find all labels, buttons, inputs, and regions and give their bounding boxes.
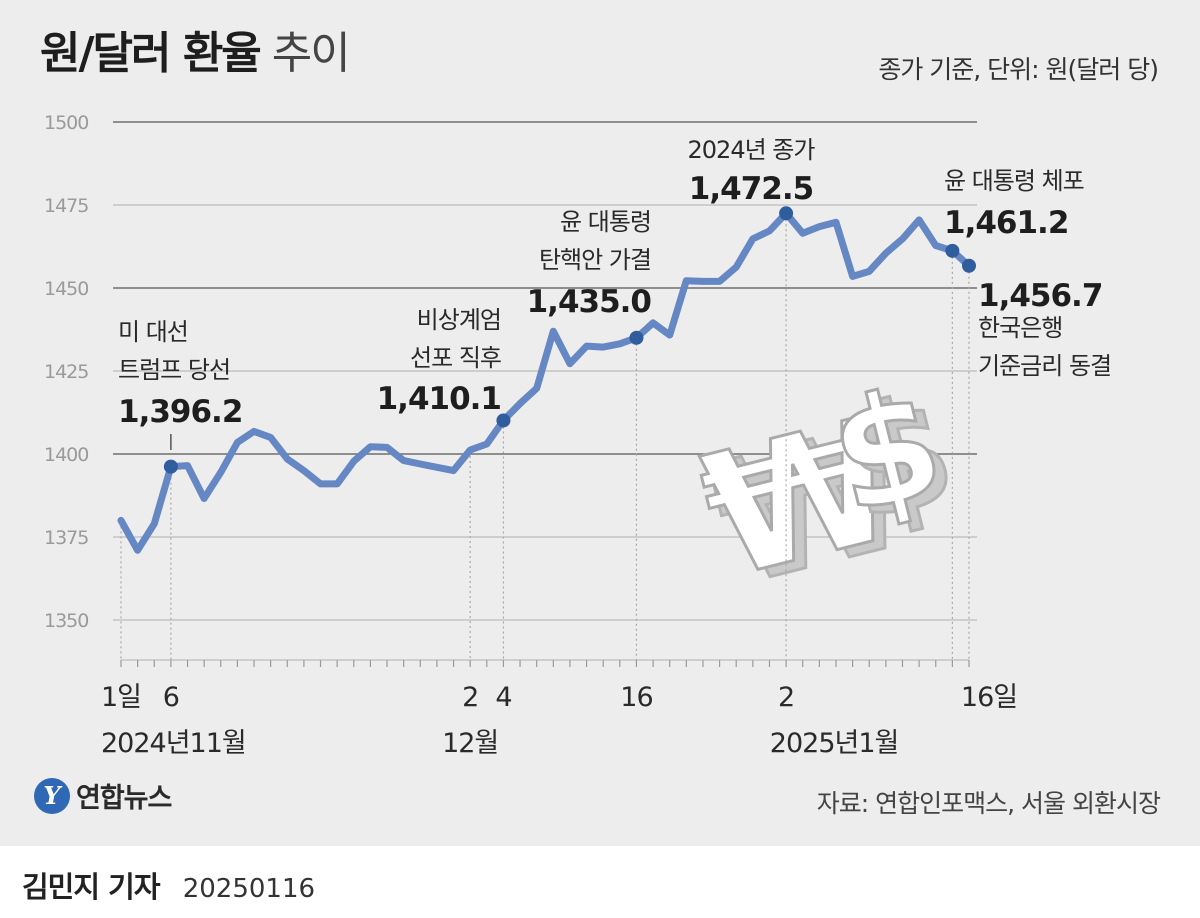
x-tick-label-3: 6 bbox=[163, 682, 179, 713]
annotation-label-3: 트럼프 당선 bbox=[118, 356, 230, 384]
byline-author: 김민지 기자 bbox=[22, 870, 160, 904]
annotation-label-31: 탄핵안 가결 bbox=[539, 246, 651, 274]
chart-card bbox=[0, 0, 1200, 846]
exchange-rate-chart: 1500 1475 1450 1425 1400 1375 1350 ₩₩$$ 미 대선트럼프 … bbox=[44, 112, 1112, 759]
x-tick-label-51: 16일 bbox=[961, 682, 1017, 713]
annotation-value-23: 1,410.1 bbox=[377, 381, 501, 417]
annotation-label-23: 비상계엄 bbox=[417, 306, 501, 334]
byline: 김민지 기자 20250116 bbox=[22, 864, 315, 906]
month-label-21: 12월 bbox=[442, 728, 498, 759]
data-point-marker-51 bbox=[962, 258, 976, 273]
y-tick-label-1475: 1475 bbox=[44, 195, 88, 217]
yonhap-logo-icon: Y bbox=[34, 777, 70, 814]
data-point-marker-31 bbox=[629, 330, 644, 345]
month-label-0: 2024년11월 bbox=[101, 728, 246, 759]
data-point-marker-50 bbox=[945, 243, 960, 258]
yonhap-logo: Y 연합뉴스 bbox=[34, 776, 172, 815]
month-label-40: 2025년1월 bbox=[770, 728, 899, 759]
title-light: 추이 bbox=[271, 28, 351, 79]
x-tick-label-0: 1일 bbox=[101, 682, 141, 713]
annotation-value-40: 1,472.5 bbox=[689, 171, 813, 207]
x-tick-label-40: 2 bbox=[778, 682, 794, 713]
y-tick-label-1400: 1400 bbox=[44, 444, 88, 466]
annotation-value-31: 1,435.0 bbox=[527, 284, 652, 320]
data-point-marker-23 bbox=[496, 413, 511, 428]
x-tick-label-21: 2 bbox=[462, 682, 478, 713]
x-tick-label-31: 16 bbox=[620, 682, 652, 713]
annotation-label-40: 2024년 종가 bbox=[688, 136, 816, 164]
x-tick-label-23: 4 bbox=[495, 682, 511, 713]
currency-decoration-icon: ₩₩$$ bbox=[685, 353, 972, 626]
data-point-marker-3 bbox=[163, 459, 178, 474]
annotation-label-3: 미 대선 bbox=[118, 318, 188, 346]
annotation-label-50: 윤 대통령 체포 bbox=[944, 167, 1084, 195]
y-tick-label-1500: 1500 bbox=[44, 112, 88, 134]
annotation-label-23: 선포 직후 bbox=[410, 344, 501, 372]
source-note: 자료: 연합인포맥스, 서울 외환시장 bbox=[816, 789, 1161, 818]
data-point-marker-40 bbox=[779, 206, 794, 221]
annotation-value-3: 1,396.2 bbox=[118, 394, 242, 430]
y-tick-label-1350: 1350 bbox=[44, 610, 88, 632]
y-tick-label-1450: 1450 bbox=[44, 278, 88, 300]
exchange-rate-line bbox=[117, 209, 973, 554]
y-tick-label-1425: 1425 bbox=[44, 361, 88, 383]
title-main: 원/달러 환율 bbox=[40, 28, 262, 79]
annotation-value-51: 1,456.7 bbox=[978, 278, 1102, 314]
yonhap-logo-text: 연합뉴스 bbox=[76, 783, 172, 814]
unit-note: 종가 기준, 단위: 원(달러 당) bbox=[878, 55, 1159, 84]
annotation-value-50: 1,461.2 bbox=[944, 205, 1068, 241]
annotation-label-51: 한국은행 bbox=[978, 314, 1062, 342]
annotation-label-31: 윤 대통령 bbox=[560, 208, 651, 236]
y-tick-label-1375: 1375 bbox=[44, 527, 88, 549]
chart-title: 원/달러 환율 추이 bbox=[40, 26, 351, 82]
annotation-label-51: 기준금리 동결 bbox=[978, 352, 1111, 380]
byline-date: 20250116 bbox=[182, 874, 316, 904]
